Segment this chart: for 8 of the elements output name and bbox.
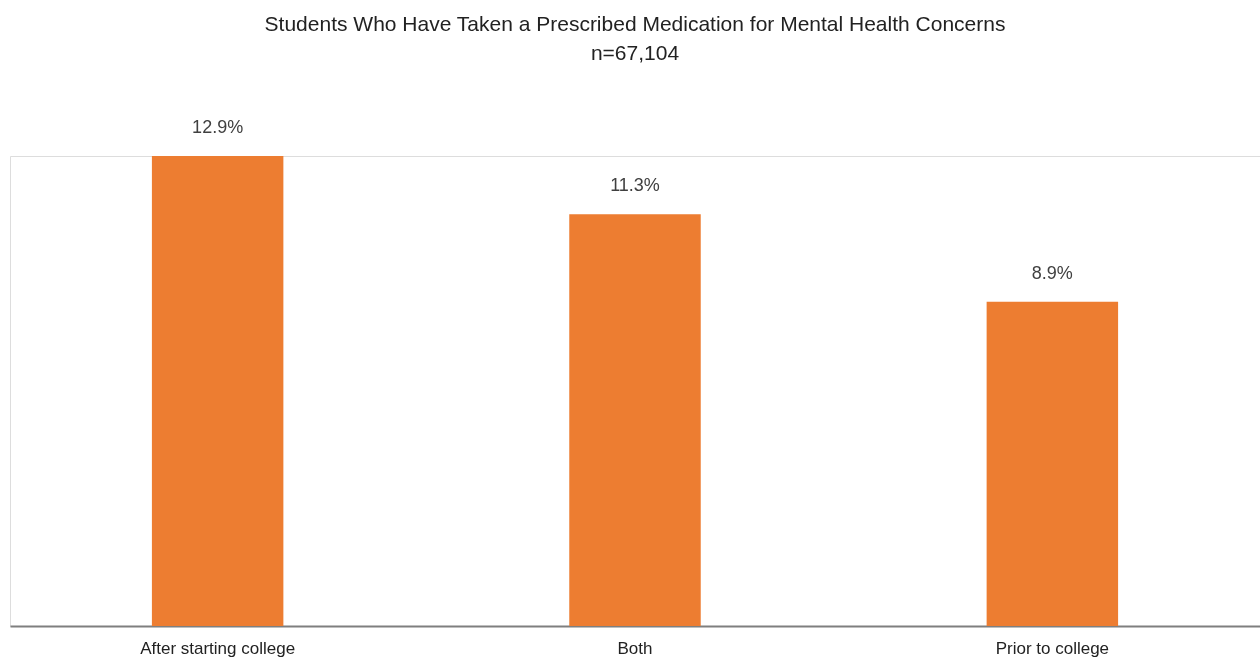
chart-title: Students Who Have Taken a Prescribed Medication for Mental Health Concerns: [264, 12, 1006, 35]
x-tick-label: After starting college: [140, 638, 296, 658]
data-label: 8.9%: [1031, 262, 1073, 283]
x-tick-label: Prior to college: [995, 638, 1110, 658]
data-label: 12.9%: [192, 117, 244, 137]
chart-subtitle: n=67,104: [590, 41, 680, 64]
data-label: 11.3%: [610, 175, 660, 196]
x-tick-label: Both: [617, 638, 653, 658]
